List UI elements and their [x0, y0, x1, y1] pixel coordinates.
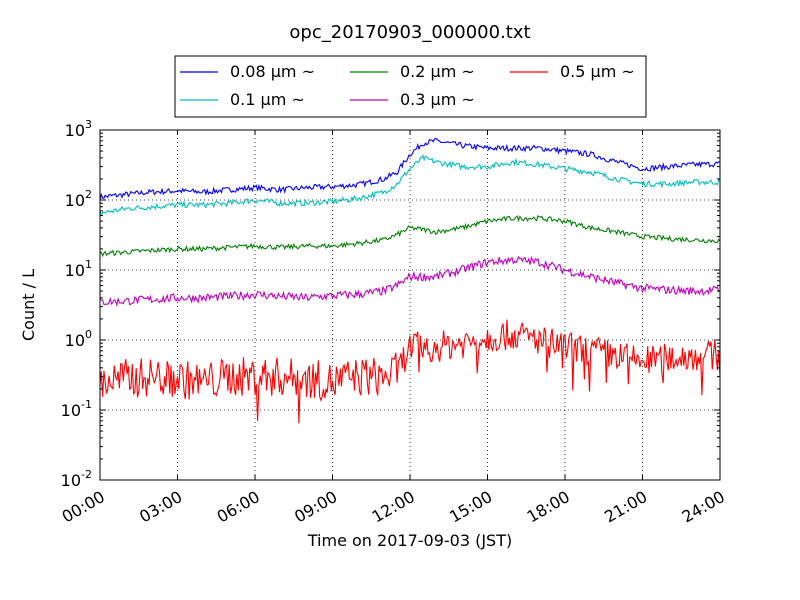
y-tick-label: 10-1: [61, 398, 92, 420]
series-line-2: [99, 215, 721, 258]
y-tick-label: 100: [65, 328, 92, 350]
legend-label: 0.08 μm ~: [230, 62, 315, 81]
series-layer: [99, 137, 721, 424]
legend-label: 0.5 μm ~: [560, 62, 635, 81]
series-line-1: [99, 154, 721, 216]
y-tick-label: 103: [65, 118, 92, 140]
legend-label: 0.3 μm ~: [400, 90, 475, 109]
x-axis-label: Time on 2017-09-03 (JST): [307, 531, 512, 550]
legend-label: 0.2 μm ~: [400, 62, 475, 81]
series-line-0: [99, 137, 721, 201]
y-tick-label: 101: [65, 258, 92, 280]
series-line-3: [99, 255, 721, 308]
y-tick-label: 10-2: [61, 468, 92, 490]
legend: 0.08 μm ~ 0.1 μm ~ 0.2 μm ~ 0.3 μm ~ 0.5 μm …: [174, 55, 647, 118]
grid: [100, 130, 720, 480]
series-line-4: [99, 319, 721, 424]
y-tick-label: 102: [65, 188, 92, 210]
y-axis-label: Count / L: [19, 269, 38, 341]
legend-label: 0.1 μm ~: [230, 90, 305, 109]
chart-title: opc_20170903_000000.txt: [289, 22, 530, 43]
